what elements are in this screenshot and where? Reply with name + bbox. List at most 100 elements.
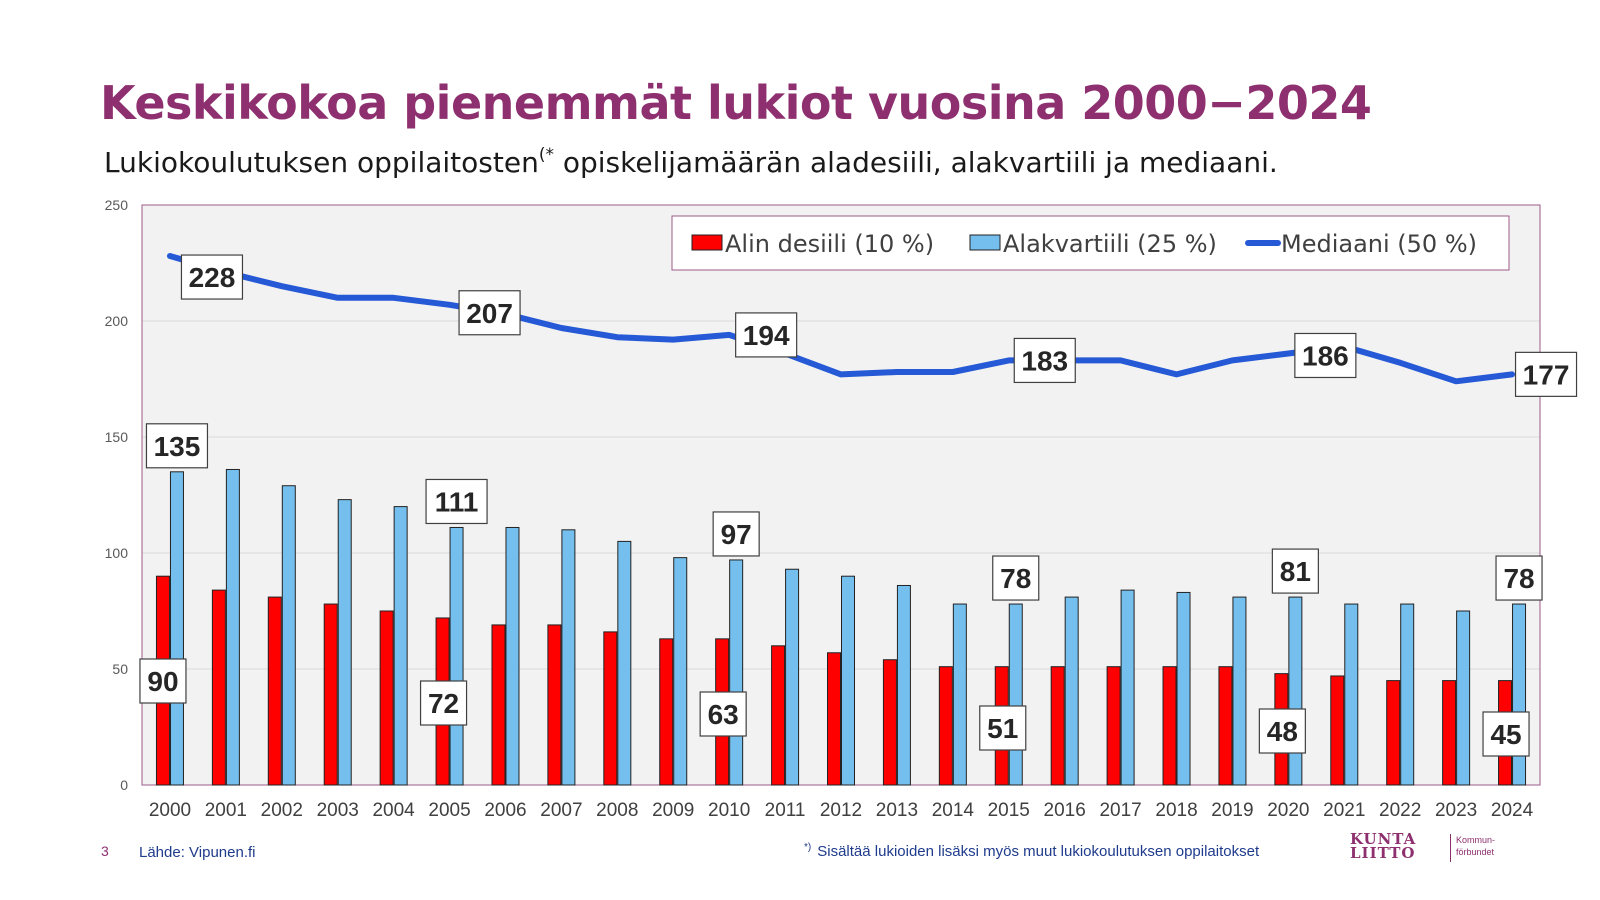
bar-decile-2009 (659, 638, 674, 786)
data-label-quartile-2000-box (145, 423, 209, 469)
bar-decile-2016 (1050, 666, 1065, 786)
legend-box (671, 215, 1510, 271)
logo-subtext: Kommun-förbundet (1456, 835, 1496, 857)
bar-decile-2011 (771, 645, 786, 786)
bar-quartile-2009 (673, 557, 688, 786)
x-tick-label: 2017 (1099, 800, 1141, 821)
data-label-quartile-2015-text: 78 (1000, 563, 1031, 594)
data-label-decile-2020: 48 (1258, 708, 1306, 754)
data-label-decile-2005-text: 72 (428, 688, 459, 719)
bar-quartile-2002 (281, 485, 296, 786)
data-label-decile-2024-text: 45 (1490, 719, 1521, 750)
median-point-2020 (1287, 352, 1289, 354)
data-label-quartile-2005-text: 111 (435, 486, 479, 517)
bar-quartile-2023 (1456, 610, 1471, 786)
data-label-median-2020-box (1294, 332, 1357, 379)
bar-decile-2018 (1162, 666, 1177, 786)
logo-divider (1450, 834, 1451, 862)
bar-quartile-2005 (449, 526, 464, 786)
x-tick-label: 2013 (876, 800, 918, 821)
median-point-2015 (1008, 359, 1010, 361)
data-label-decile-2020-text: 48 (1267, 716, 1298, 747)
median-point-2014 (952, 371, 954, 373)
data-label-median-2024: 177 (1514, 351, 1578, 397)
bar-decile-2013 (882, 659, 897, 786)
data-label-median-2005: 207 (458, 290, 521, 336)
data-label-median-2010: 194 (735, 312, 798, 358)
x-tick-label: 2012 (820, 800, 862, 821)
bar-decile-2019 (1218, 666, 1233, 786)
data-label-median-2020: 186 (1294, 332, 1357, 379)
data-label-quartile-2020: 81 (1271, 548, 1319, 594)
data-label-quartile-2015: 78 (992, 555, 1040, 601)
median-point-2017 (1120, 359, 1122, 361)
bar-decile-2006 (491, 624, 506, 786)
legend: Alin desiili (10 %) Alakvartiili (25 %) Me… (671, 215, 1510, 271)
bar-quartile-2022 (1400, 603, 1415, 786)
median-point-2000 (169, 255, 171, 257)
data-label-quartile-2010-box (712, 511, 760, 557)
data-label-median-2010-text: 194 (743, 320, 790, 351)
data-label-median-2020-text: 186 (1302, 340, 1349, 371)
data-label-quartile-2000: 135 (145, 423, 209, 469)
data-label-quartile-2005-box (425, 478, 488, 525)
bar-quartile-2001 (225, 468, 240, 786)
median-point-2010 (728, 334, 730, 336)
data-label-quartile-2024: 78 (1495, 555, 1543, 601)
data-label-decile-2000-text: 90 (147, 666, 178, 697)
y-tick-label: 50 (112, 661, 128, 677)
legend-item-quartile-label: Alakvartiili (25 %) (1003, 230, 1217, 258)
median-point-2019 (1231, 359, 1233, 361)
x-tick-label: 2019 (1211, 800, 1253, 821)
data-label-median-2005-box (458, 290, 521, 336)
bar-quartile-2010 (729, 559, 744, 786)
data-label-median-2010-box (735, 312, 798, 358)
data-label-decile-2015-box (979, 705, 1027, 751)
x-tick-label: 2023 (1435, 800, 1477, 821)
x-tick-label: 2011 (765, 800, 806, 821)
median-point-2024 (1511, 373, 1513, 375)
bar-decile-2004 (379, 610, 394, 786)
x-tick-label: 2004 (372, 800, 415, 821)
x-tick-label: 2001 (205, 800, 247, 821)
legend-item-quartile: Alakvartiili (25 %) (969, 230, 1217, 258)
data-label-decile-2020-box (1258, 708, 1306, 754)
bar-decile-2017 (1106, 666, 1121, 786)
legend-item-decile-label: Alin desiili (10 %) (725, 230, 934, 258)
subtitle-main: Lukiokoulutuksen oppilaitosten (104, 146, 539, 179)
bar-quartile-2017 (1120, 589, 1135, 786)
bar-decile-2003 (323, 603, 338, 786)
bar-decile-2008 (603, 631, 618, 786)
y-tick-label: 200 (105, 313, 129, 329)
bar-quartile-2015 (1008, 603, 1023, 786)
logo-wordmark: KUNTA LIITTO (1350, 830, 1417, 862)
x-tick-label: 2018 (1155, 800, 1197, 821)
data-label-median-2000-box (180, 254, 244, 300)
bar-quartile-2013 (896, 584, 911, 786)
median-point-2012 (840, 373, 842, 375)
bar-decile-2012 (827, 652, 841, 786)
x-tick-label: 2003 (317, 800, 359, 821)
data-label-decile-2000: 90 (139, 658, 187, 704)
legend-item-quartile-swatch (969, 234, 1001, 251)
x-tick-label: 2007 (540, 800, 582, 821)
x-tick-label: 2005 (428, 800, 470, 821)
data-label-decile-2010-box (699, 691, 747, 737)
data-label-quartile-2020-box (1271, 548, 1319, 594)
legend-item-median-label: Mediaani (50 %) (1281, 230, 1477, 258)
data-label-median-2024-text: 177 (1523, 359, 1570, 390)
median-point-2013 (896, 371, 898, 373)
footnote-mark: *) (804, 842, 812, 853)
legend-item-median: Mediaani (50 %) (1245, 230, 1477, 258)
bar-decile-2001 (211, 589, 226, 786)
data-label-quartile-2015-box (992, 555, 1040, 601)
x-tick-label: 2006 (484, 800, 526, 821)
x-tick-label: 2021 (1323, 800, 1365, 821)
median-point-2003 (337, 297, 339, 299)
data-label-median-2005-text: 207 (466, 298, 513, 329)
bar-quartile-2024 (1512, 603, 1527, 786)
bar-quartile-2018 (1176, 591, 1191, 786)
data-label-quartile-2020-text: 81 (1280, 556, 1311, 587)
x-tick-label: 2024 (1491, 800, 1534, 821)
